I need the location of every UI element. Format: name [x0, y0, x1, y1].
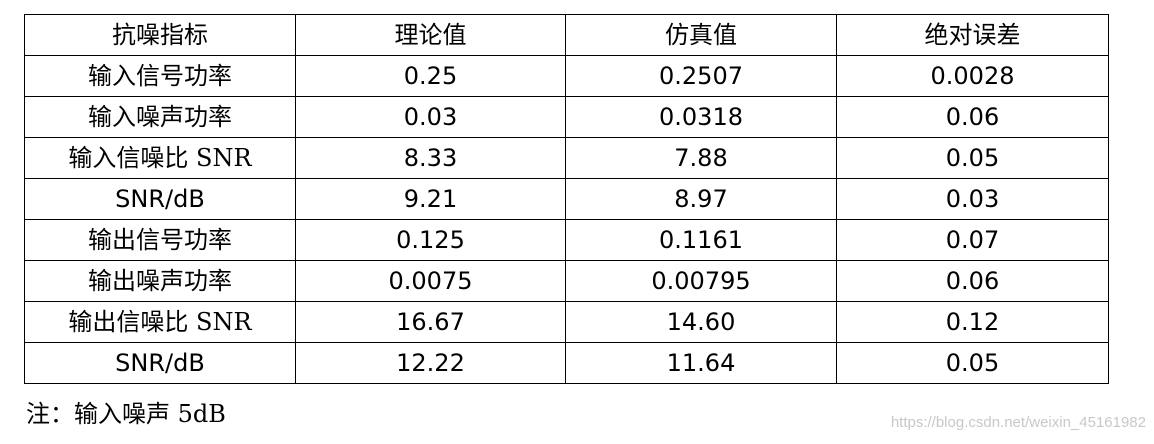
- header-simulated: 仿真值: [565, 14, 837, 56]
- watermark: https://blog.csdn.net/weixin_45161982: [890, 414, 1146, 431]
- error-cell: 0.0028: [836, 55, 1109, 97]
- table-row: 输入信噪比 SNR 8.33 7.88 0.05: [24, 137, 1109, 179]
- table-row: 输入噪声功率 0.03 0.0318 0.06: [24, 96, 1109, 138]
- metric-cell: SNR/dB: [24, 178, 296, 220]
- table-row: SNR/dB 9.21 8.97 0.03: [24, 178, 1109, 220]
- theoretical-cell: 0.0075: [295, 260, 566, 302]
- table-header-row: 抗噪指标 理论值 仿真值 绝对误差: [24, 14, 1109, 56]
- theoretical-cell: 0.25: [295, 55, 566, 97]
- simulated-cell: 8.97: [565, 178, 837, 220]
- header-absolute-error: 绝对误差: [836, 14, 1109, 56]
- metric-cell: 输出信噪比 SNR: [24, 301, 296, 343]
- simulated-cell: 0.0318: [565, 96, 837, 138]
- table-row: 输出噪声功率 0.0075 0.00795 0.06: [24, 260, 1109, 302]
- error-cell: 0.06: [836, 96, 1109, 138]
- header-theoretical: 理论值: [295, 14, 566, 56]
- simulated-cell: 0.2507: [565, 55, 837, 97]
- theoretical-cell: 9.21: [295, 178, 566, 220]
- theoretical-cell: 8.33: [295, 137, 566, 179]
- theoretical-cell: 16.67: [295, 301, 566, 343]
- table-row: 输出信噪比 SNR 16.67 14.60 0.12: [24, 301, 1109, 343]
- error-cell: 0.06: [836, 260, 1109, 302]
- theoretical-cell: 0.03: [295, 96, 566, 138]
- metric-cell: 输入信号功率: [24, 55, 296, 97]
- error-cell: 0.12: [836, 301, 1109, 343]
- table-row: 输出信号功率 0.125 0.1161 0.07: [24, 219, 1109, 261]
- metric-cell: SNR/dB: [24, 342, 296, 384]
- metric-cell: 输入噪声功率: [24, 96, 296, 138]
- theoretical-cell: 0.125: [295, 219, 566, 261]
- simulated-cell: 11.64: [565, 342, 837, 384]
- metric-cell: 输出信号功率: [24, 219, 296, 261]
- error-cell: 0.07: [836, 219, 1109, 261]
- table-row: 输入信号功率 0.25 0.2507 0.0028: [24, 55, 1109, 97]
- metric-cell: 输入信噪比 SNR: [24, 137, 296, 179]
- simulated-cell: 0.00795: [565, 260, 837, 302]
- header-metric: 抗噪指标: [24, 14, 296, 56]
- simulated-cell: 7.88: [565, 137, 837, 179]
- noise-metrics-table: 抗噪指标 理论值 仿真值 绝对误差 输入信号功率 0.25 0.2507 0.0…: [24, 14, 1109, 384]
- error-cell: 0.05: [836, 342, 1109, 384]
- metric-cell: 输出噪声功率: [24, 260, 296, 302]
- table-row: SNR/dB 12.22 11.64 0.05: [24, 342, 1109, 384]
- table-note: 注：输入噪声 5dB: [26, 400, 226, 428]
- error-cell: 0.05: [836, 137, 1109, 179]
- error-cell: 0.03: [836, 178, 1109, 220]
- simulated-cell: 14.60: [565, 301, 837, 343]
- simulated-cell: 0.1161: [565, 219, 837, 261]
- theoretical-cell: 12.22: [295, 342, 566, 384]
